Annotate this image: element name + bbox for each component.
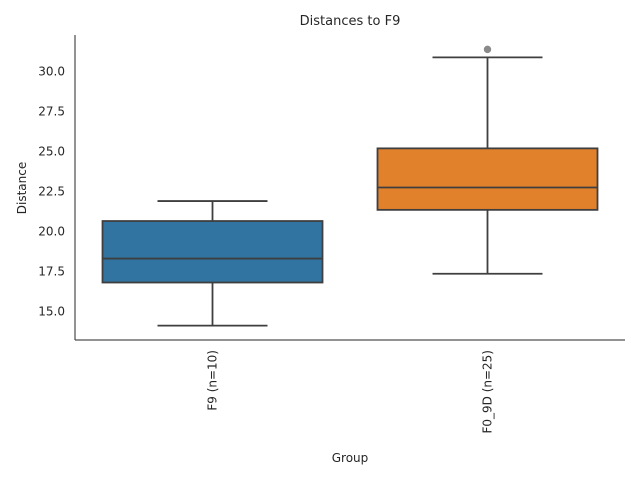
y-tick-label: 22.5 bbox=[38, 184, 65, 198]
x-tick-label: F9 (n=10) bbox=[206, 350, 220, 411]
x-tick-label: F0_9D (n=25) bbox=[481, 350, 495, 434]
chart-title: Distances to F9 bbox=[300, 14, 401, 29]
y-tick-label: 15.0 bbox=[38, 304, 65, 318]
x-axis-label: Group bbox=[332, 451, 369, 465]
outlier-point bbox=[483, 45, 492, 54]
box-iqr bbox=[101, 220, 324, 284]
y-tick-label: 27.5 bbox=[38, 105, 65, 119]
y-tick-label: 30.0 bbox=[38, 65, 65, 79]
y-axis-label: Distance bbox=[15, 162, 29, 214]
box-iqr bbox=[376, 147, 599, 211]
plot-area: 15.0 17.5 20.0 22.5 25.0 27.5 30.0 F9 (n=10) F0_… bbox=[38, 35, 625, 434]
y-tick-label: 25.0 bbox=[38, 145, 65, 159]
y-tick-label: 20.0 bbox=[38, 224, 65, 238]
y-tick-label: 17.5 bbox=[38, 264, 65, 278]
